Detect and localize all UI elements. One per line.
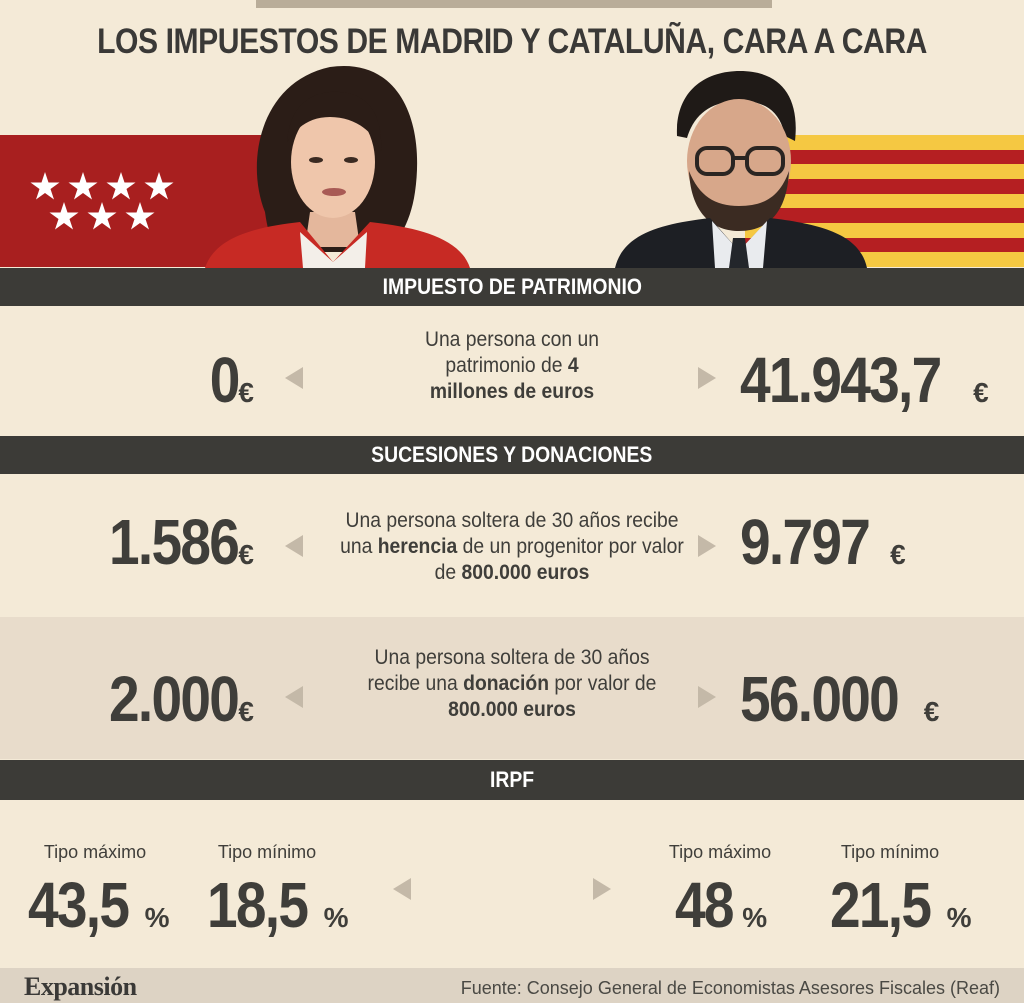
donacion-description: Una persona soltera de 30 años recibe un…	[367, 646, 657, 721]
right-arrow-icon	[698, 367, 716, 389]
donacion-madrid-value: 2.000€	[109, 663, 254, 735]
herencia-description: Una persona soltera de 30 años recibe un…	[340, 509, 684, 584]
irpf-madrid-max-value: 43,5%	[28, 869, 170, 941]
irpf-madrid-min-label: Tipo mínimo	[217, 842, 317, 862]
left-arrow-icon	[285, 367, 303, 389]
right-arrow-icon	[593, 878, 611, 900]
sucesiones-header: SUCESIONES Y DONACIONES	[0, 436, 1024, 474]
irpf-catalonia-min-label: Tipo mínimo	[840, 842, 940, 862]
patrimonio-madrid-value: 0€	[209, 344, 254, 416]
irpf-catalonia-max-label: Tipo máximo	[668, 842, 772, 862]
irpf-madrid-max-label: Tipo máximo	[43, 842, 147, 862]
footer-bar	[0, 968, 1024, 1003]
page-title: LOS IMPUESTOS DE MADRID Y CATALUÑA, CARA…	[97, 22, 927, 61]
expansion-logo: Expansión	[24, 972, 137, 1001]
right-arrow-icon	[698, 686, 716, 708]
top-rule	[256, 0, 772, 8]
source-note: Fuente: Consejo General de Economistas A…	[460, 978, 1000, 998]
donacion-row	[0, 617, 1024, 759]
right-arrow-icon	[698, 535, 716, 557]
madrid-president-photo	[205, 65, 470, 268]
irpf-madrid-min-value: 18,5%	[207, 869, 349, 941]
herencia-madrid-value: 1.586€	[109, 506, 254, 578]
left-arrow-icon	[393, 878, 411, 900]
catalonia-president-photo	[615, 71, 867, 268]
irpf-catalonia-max-value: 48%	[675, 869, 768, 941]
madrid-stars	[30, 172, 174, 230]
patrimonio-description: Una persona con un patrimonio de 4 millo…	[424, 328, 599, 403]
left-arrow-icon	[285, 535, 303, 557]
patrimonio-catalonia-value: 41.943,7 €	[740, 344, 989, 416]
patrimonio-header: IMPUESTO DE PATRIMONIO	[0, 268, 1024, 306]
donacion-catalonia-value: 56.000 €	[740, 663, 940, 735]
left-arrow-icon	[285, 686, 303, 708]
irpf-header: IRPF	[0, 760, 1024, 800]
herencia-catalonia-value: 9.797 €	[740, 506, 906, 578]
irpf-catalonia-min-value: 21,5%	[830, 869, 972, 941]
